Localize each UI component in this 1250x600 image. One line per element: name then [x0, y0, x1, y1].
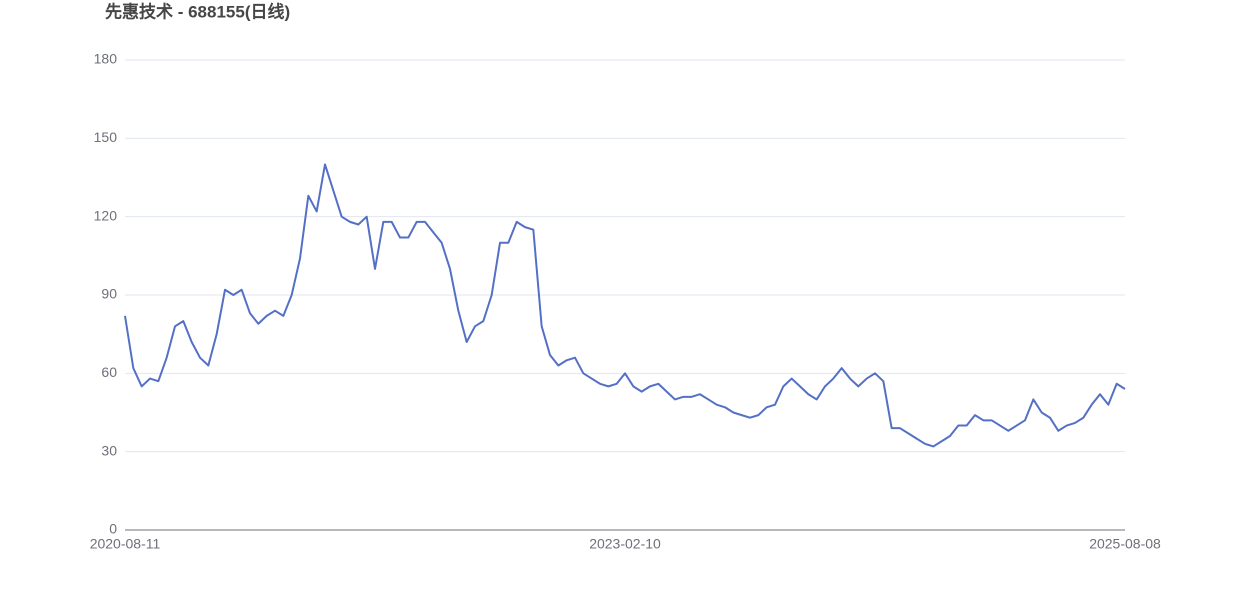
y-tick-label: 150	[94, 129, 118, 145]
price-line	[124, 163, 1126, 448]
chart-title: 先惠技术 - 688155(日线)	[105, 1, 290, 21]
x-tick-label: 2025-08-08	[1089, 536, 1161, 552]
x-tick-label: 2020-08-11	[90, 536, 161, 552]
y-tick-label: 120	[94, 207, 118, 223]
y-tick-label: 60	[101, 364, 117, 380]
y-tick-label: 180	[94, 51, 118, 67]
x-tick-label: 2023-02-10	[589, 536, 661, 552]
y-tick-label: 30	[101, 442, 117, 458]
y-tick-label: 90	[101, 286, 117, 302]
y-tick-label: 0	[109, 521, 117, 537]
